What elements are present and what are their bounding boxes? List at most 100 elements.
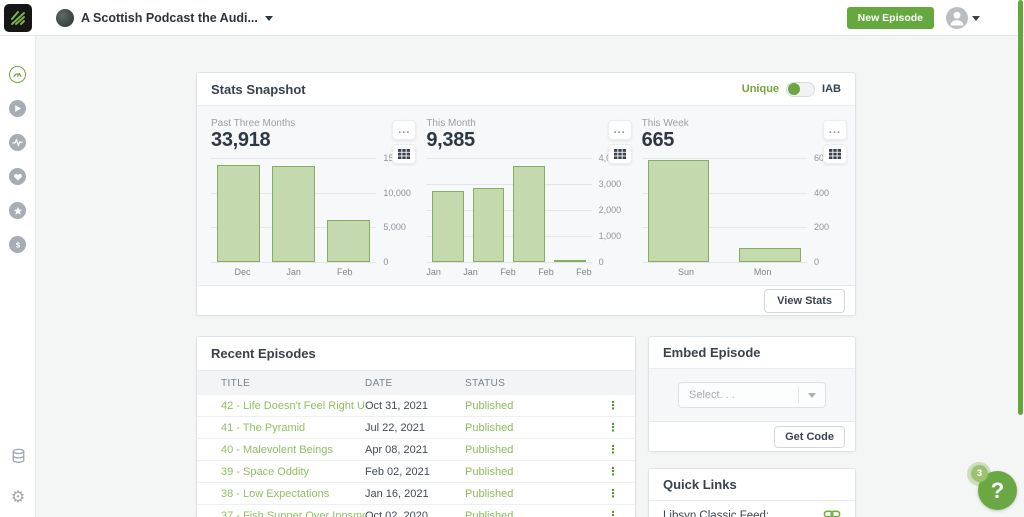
chart-table-view-button[interactable] bbox=[392, 144, 417, 164]
y-axis-tick: 5,000 bbox=[383, 222, 406, 233]
episode-row: 37 - Fish Supper Over Innsmouth: Hallowe… bbox=[197, 505, 635, 517]
episode-select-placeholder: Select. . . bbox=[689, 389, 735, 401]
y-axis-tick: 10,000 bbox=[383, 187, 411, 198]
y-axis-tick: 400 bbox=[813, 187, 830, 198]
chart-period-label: This Month bbox=[426, 118, 476, 129]
episode-status: Published bbox=[465, 465, 514, 478]
bar bbox=[739, 248, 801, 262]
chart-table-view-button[interactable] bbox=[822, 144, 847, 164]
view-stats-button[interactable]: View Stats bbox=[764, 288, 845, 313]
chart-total-value: 665 bbox=[641, 129, 675, 151]
bar bbox=[432, 190, 464, 262]
chevron-down-icon bbox=[799, 392, 825, 398]
new-episode-button[interactable]: New Episode bbox=[846, 6, 934, 29]
chart-options-button[interactable]: ... bbox=[392, 120, 417, 140]
x-axis-label: Feb bbox=[337, 267, 353, 277]
chart-table-view-button[interactable] bbox=[607, 144, 632, 164]
sidebar-item-gear[interactable]: ⚙ bbox=[0, 489, 36, 507]
help-button[interactable]: ? bbox=[978, 471, 1017, 510]
podcast-avatar bbox=[56, 8, 74, 27]
unique-iab-toggle[interactable] bbox=[786, 81, 816, 97]
episode-row: 40 - Malevolent Beings Apr 08, 2021 Publis… bbox=[197, 439, 635, 461]
chevron-down-icon bbox=[264, 15, 273, 21]
stats-chart-1: This Month9,385...4,0003,0002,0001,0000J… bbox=[426, 118, 632, 277]
sidebar-item-play[interactable] bbox=[9, 100, 26, 117]
y-axis-tick: 3,000 bbox=[598, 179, 622, 189]
select-divider bbox=[798, 387, 799, 403]
dollar-icon: $ bbox=[9, 236, 26, 253]
user-avatar-icon bbox=[946, 6, 968, 29]
episode-menu-kebab-icon[interactable]: ⋮ bbox=[607, 400, 619, 412]
y-axis-tick: 2,000 bbox=[598, 205, 622, 215]
x-axis-label: Feb bbox=[538, 267, 554, 277]
column-header-title: TITLE bbox=[221, 377, 251, 389]
chart-plot-area bbox=[641, 158, 807, 263]
episode-status: Published bbox=[465, 421, 514, 434]
column-header-status: STATUS bbox=[465, 377, 506, 389]
activity-icon bbox=[9, 134, 26, 151]
episode-status: Published bbox=[465, 443, 514, 456]
heart-icon bbox=[9, 168, 26, 185]
toggle-label-unique: Unique bbox=[741, 83, 780, 95]
episode-title-link[interactable]: 40 - Malevolent Beings bbox=[221, 443, 333, 456]
episode-title-link[interactable]: 37 - Fish Supper Over Innsmouth: Hallowe… bbox=[221, 509, 365, 517]
episode-title-link[interactable]: 38 - Low Expectations bbox=[221, 487, 330, 500]
episode-status: Published bbox=[465, 509, 514, 517]
chart-options-button[interactable]: ... bbox=[607, 120, 632, 140]
stats-snapshot-card: Stats Snapshot Unique IAB Past Three Mon… bbox=[196, 72, 856, 316]
user-menu[interactable] bbox=[946, 6, 980, 29]
top-bar: A Scottish Podcast the Audi... New Episo… bbox=[0, 0, 1024, 36]
x-axis-label: Jan bbox=[463, 267, 478, 277]
episode-date: Apr 08, 2021 bbox=[365, 443, 428, 456]
episode-date: Feb 02, 2021 bbox=[365, 465, 430, 478]
stats-snapshot-title: Stats Snapshot bbox=[211, 81, 306, 97]
podcast-selector[interactable]: A Scottish Podcast the Audi... bbox=[56, 8, 273, 27]
libsyn-logo-icon bbox=[11, 11, 25, 25]
sidebar-item-dollar[interactable]: $ bbox=[9, 236, 26, 253]
y-axis-tick: 600 bbox=[813, 153, 830, 163]
play-icon bbox=[9, 100, 26, 117]
y-axis-tick: 0 bbox=[383, 257, 389, 267]
episode-row: 41 - The Pyramid Jul 22, 2021 Published ⋮ bbox=[197, 417, 635, 439]
bar bbox=[647, 159, 710, 262]
episode-title-link[interactable]: 42 - Life Doesn't Feel Right Until Somet… bbox=[221, 399, 365, 412]
y-axis-tick: 0 bbox=[598, 257, 604, 267]
episode-date: Jan 16, 2021 bbox=[365, 487, 429, 500]
recent-episodes-card: Recent Episodes TITLE DATE STATUS 42 - L… bbox=[196, 336, 636, 517]
episode-menu-kebab-icon[interactable]: ⋮ bbox=[607, 422, 619, 434]
chart-plot-area bbox=[211, 158, 377, 263]
episode-select[interactable]: Select. . . bbox=[678, 382, 826, 408]
toggle-label-iab: IAB bbox=[822, 83, 841, 95]
episode-menu-kebab-icon[interactable]: ⋮ bbox=[607, 444, 619, 456]
chart-options-button[interactable]: ... bbox=[822, 120, 847, 140]
sidebar-item-heart[interactable] bbox=[9, 168, 26, 185]
stats-chart-2: This Week 665... 600 400 200 0 Sun Mon bbox=[641, 118, 847, 277]
quick-link-row: Libsyn Classic Feed: bbox=[649, 501, 855, 517]
y-axis-tick: 1,000 bbox=[598, 231, 622, 241]
episode-menu-kebab-icon[interactable]: ⋮ bbox=[607, 510, 619, 517]
episode-menu-kebab-icon[interactable]: ⋮ bbox=[607, 466, 619, 478]
database-icon bbox=[11, 448, 26, 469]
help-notification-badge: 3 bbox=[971, 465, 988, 482]
episode-row: 42 - Life Doesn't Feel Right Until Somet… bbox=[197, 395, 635, 417]
stats-chart-0: Past Three Months33,918...15,00010,0005,… bbox=[211, 118, 417, 277]
bar bbox=[554, 259, 586, 262]
x-axis-label: Jan bbox=[286, 267, 301, 277]
bar bbox=[217, 164, 261, 262]
page-scrollbar[interactable] bbox=[1018, 0, 1023, 415]
sidebar-item-activity[interactable] bbox=[9, 134, 26, 151]
get-code-button[interactable]: Get Code bbox=[774, 425, 845, 448]
episode-status: Published bbox=[465, 399, 514, 412]
quick-link-label: Libsyn Classic Feed: bbox=[663, 510, 770, 517]
sidebar-item-star[interactable] bbox=[9, 202, 26, 219]
x-axis-label: Mon bbox=[753, 267, 772, 277]
link-icon[interactable] bbox=[823, 507, 841, 517]
quick-links-title: Quick Links bbox=[663, 477, 737, 492]
episode-title-link[interactable]: 41 - The Pyramid bbox=[221, 421, 306, 434]
libsyn-logo[interactable] bbox=[4, 4, 32, 32]
x-axis-label: Jan bbox=[426, 267, 441, 277]
sidebar-item-database[interactable] bbox=[0, 448, 36, 469]
sidebar-item-dashboard[interactable] bbox=[9, 66, 26, 83]
episode-title-link[interactable]: 39 - Space Oddity bbox=[221, 465, 310, 478]
episode-menu-kebab-icon[interactable]: ⋮ bbox=[607, 488, 619, 500]
